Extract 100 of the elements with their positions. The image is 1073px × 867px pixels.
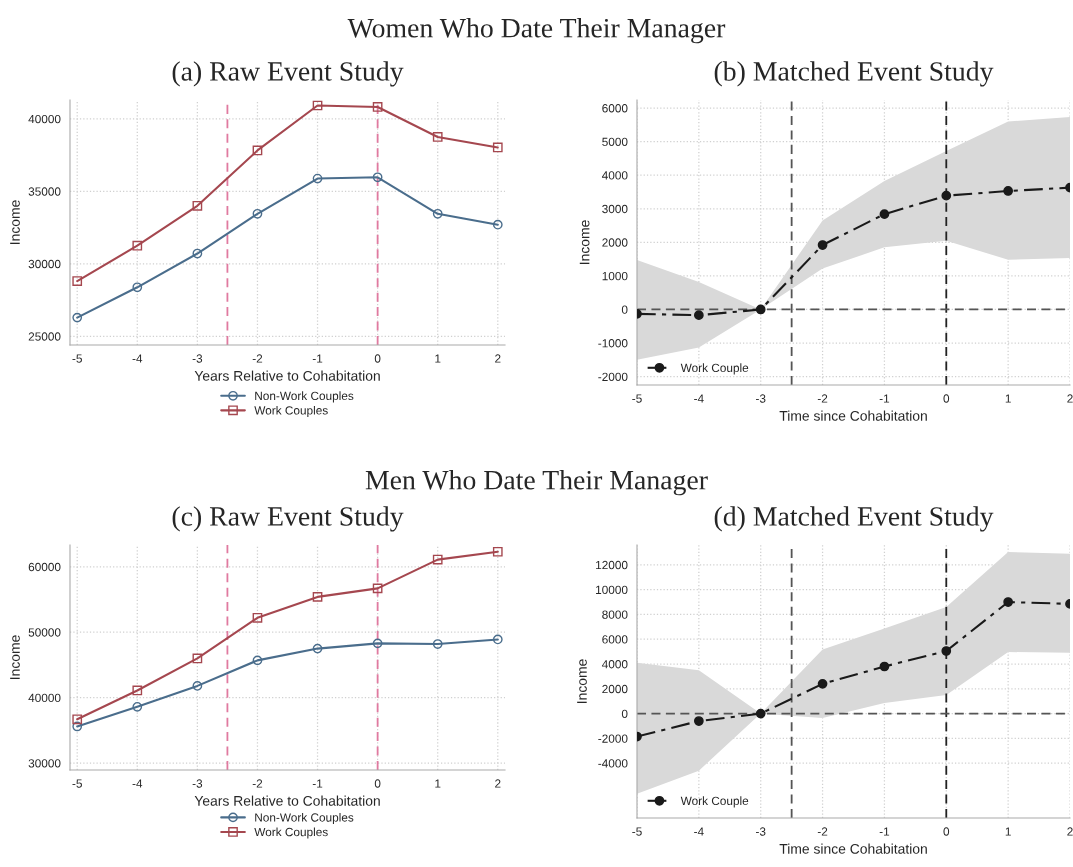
x-tick-label: -4 [132,354,143,363]
y-tick-label: 30000 [28,759,61,768]
y-tick-label: 12000 [596,560,628,570]
y-axis-title: Income [10,635,20,679]
point [492,142,503,153]
point [755,304,766,315]
x-tick-label: -5 [72,779,82,788]
x-tick-label: -1 [312,779,323,788]
x-axis-title: Years Relative to Cohabitation [194,795,380,806]
legend-label: Non-Work Couples [255,391,354,403]
x-tick-label: 0 [943,827,950,836]
point [312,100,323,111]
text: Women Who Date Their Manager [347,18,726,44]
y-axis-title: Income [10,200,20,244]
point [252,655,263,666]
y-tick-label: 1000 [602,271,628,281]
point [372,638,383,649]
x-tick-label: -3 [755,827,766,836]
legend-label: Work Couple [680,796,749,808]
y-axis-title: Income [579,220,590,264]
y-tick-label: -1000 [598,339,628,348]
point [312,592,323,602]
x-axis-title: Time since Cohabitation [779,410,927,421]
x-tick-label: -2 [252,779,263,788]
x-tick-label: -4 [694,394,704,403]
chart-title: (a) Raw Event Study [172,61,404,87]
chart-title: (c) Raw Event Study [172,506,404,532]
x-tick-label: 2 [495,354,501,363]
point [432,208,443,219]
legend-label: Non-Work Couples [255,812,354,824]
x-tick-label: 0 [374,779,381,788]
x-tick-label: 2 [1067,827,1073,836]
point [132,701,143,712]
chart-title: (b) Matched Event Study [714,61,994,87]
point [312,173,323,184]
y-tick-label: 25000 [28,332,61,341]
y-tick-label: 6000 [602,635,628,644]
y-tick-label: 2000 [602,238,628,247]
x-tick-label: -3 [192,354,203,363]
point [372,172,383,183]
point [72,276,83,286]
y-tick-label: 0 [621,709,628,718]
point [755,708,766,719]
y-tick-label: 35000 [28,187,61,196]
legend-label: Work Couples [254,405,328,417]
x-tick-label: 1 [435,779,441,788]
x-axis-title: Time since Cohabitation [779,843,927,854]
y-tick-label: 4000 [601,660,628,669]
y-tick-label: 60000 [28,562,61,572]
text: Men Who Date Their Manager [365,470,708,496]
x-tick-label: 2 [1067,394,1073,403]
point [192,653,203,664]
y-tick-label: 0 [621,305,628,314]
x-tick-label: -4 [132,779,143,788]
point [693,716,704,726]
point [492,634,503,645]
y-tick-label: 4000 [601,171,628,180]
y-tick-label: -2000 [598,372,628,381]
point [192,248,203,259]
y-tick-label: 40000 [28,693,61,703]
x-axis-title: Years Relative to Cohabitation [194,370,380,381]
y-tick-label: 8000 [602,610,628,619]
y-tick-label: -4000 [598,759,628,768]
x-tick-label: 1 [1005,827,1011,836]
point [132,282,143,293]
y-tick-label: 2000 [602,684,628,694]
y-tick-label: 10000 [596,585,628,595]
point [492,546,503,557]
point [1003,597,1014,607]
point [72,312,83,323]
point [72,714,83,725]
point [432,554,443,565]
point [372,102,383,112]
point [941,646,952,656]
point [432,639,443,649]
point [252,612,263,623]
point [132,240,143,251]
point [252,208,263,219]
point [817,678,828,689]
x-tick-label: -4 [694,827,704,836]
y-tick-label: 6000 [602,104,628,113]
point [941,190,952,201]
x-tick-label: 2 [495,779,501,788]
point [817,240,828,250]
x-tick-label: -5 [632,394,642,403]
y-tick-label: 30000 [28,259,61,269]
point [312,643,323,654]
point [432,132,443,142]
point [693,310,704,321]
point [372,583,383,594]
x-tick-label: 0 [943,394,950,403]
x-tick-label: -1 [879,827,890,836]
x-tick-label: -2 [252,354,263,363]
x-tick-label: -3 [192,779,203,788]
point [252,145,263,156]
y-tick-label: 3000 [602,204,628,214]
x-tick-label: -3 [755,394,766,403]
x-tick-label: -2 [817,827,828,836]
x-tick-label: 1 [1005,394,1011,403]
x-tick-label: 1 [435,354,441,363]
